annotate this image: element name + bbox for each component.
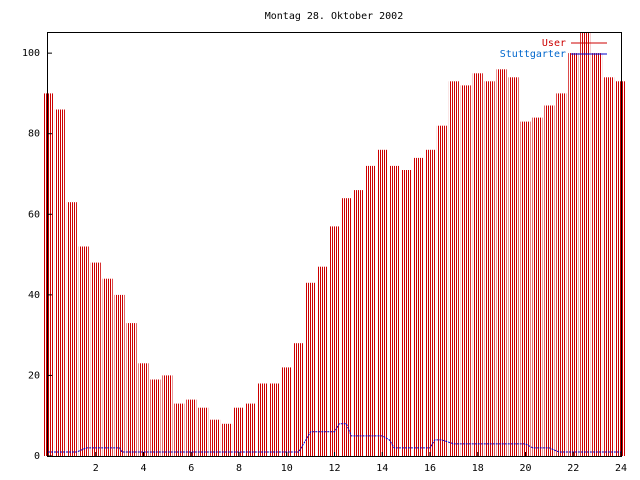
x-tick-label: 14 [376,463,388,474]
bar-user [210,419,221,456]
bar-user [568,53,579,456]
x-tick-label: 2 [93,463,99,474]
bar-user [150,379,161,456]
bar-user [66,202,77,456]
bar-user [341,198,352,456]
x-tick-label: 22 [567,463,579,474]
bar-user [90,262,101,456]
bar-user [198,407,209,456]
bar-user [389,165,400,456]
bar-user [305,282,316,456]
bar-user [78,246,89,456]
bar-user [293,343,304,456]
bar-user [460,85,471,457]
bar-user [425,149,435,457]
bar-user [508,77,519,457]
x-tick-label: 24 [615,463,627,474]
plot-frame [47,32,622,457]
line-stuttgarter [48,423,621,453]
legend-label-stuttgarter: Stuttgarter [500,49,566,60]
bar-user [54,109,65,456]
stuttgarter-series [48,423,621,453]
bar-user [257,383,268,456]
bar-user [532,117,543,456]
x-tick-label: 20 [519,463,531,474]
bar-user [114,294,125,456]
bar-user [520,121,531,456]
bar-user [604,77,615,457]
x-axis: 2 4 6 8 10 12 14 16 18 20 22 24 [93,452,627,474]
y-axis: 0 20 40 60 80 100 [22,48,52,462]
bar-user [353,190,364,456]
x-tick-label: 8 [236,463,242,474]
bar-user [102,278,113,456]
x-tick-label: 4 [140,463,146,474]
bar-user [472,73,483,457]
y-tick-label: 0 [34,451,40,462]
bar-user [222,423,233,456]
x-tick-label: 10 [281,463,293,474]
y-tick-label: 20 [28,370,40,381]
bar-user [436,125,447,456]
bar-user [317,266,328,456]
bar-user [544,105,555,456]
bar-user [592,53,603,456]
x-tick-label: 18 [472,463,484,474]
bar-user [174,403,185,456]
bar-user [281,367,292,456]
x-tick-label: 16 [424,463,436,474]
bar-user [365,165,376,456]
bar-user [484,81,495,457]
y-tick-label: 40 [28,290,40,301]
bar-user [329,226,340,456]
bar-user [269,383,280,456]
legend-label-user: User [542,38,566,49]
bar-user [496,69,507,457]
y-tick-label: 60 [28,209,40,220]
bar-user [138,363,149,456]
x-tick-label: 12 [328,463,340,474]
bar-user [413,157,424,456]
bar-user [126,323,137,456]
bar-user [556,93,567,457]
chart-title: Montag 28. Oktober 2002 [265,11,403,22]
bar-user [401,170,412,456]
user-series-bars [43,33,626,457]
bar-user [580,33,591,456]
x-tick-label: 6 [188,463,194,474]
bar-user [162,375,173,456]
y-tick-label: 100 [22,48,40,59]
bar-user [186,399,197,456]
legend: User Stuttgarter [500,38,607,60]
bar-user [448,81,459,457]
bar-user [377,149,388,457]
y-tick-label: 80 [28,129,40,140]
bar-user [234,407,244,456]
bar-user [245,403,256,456]
